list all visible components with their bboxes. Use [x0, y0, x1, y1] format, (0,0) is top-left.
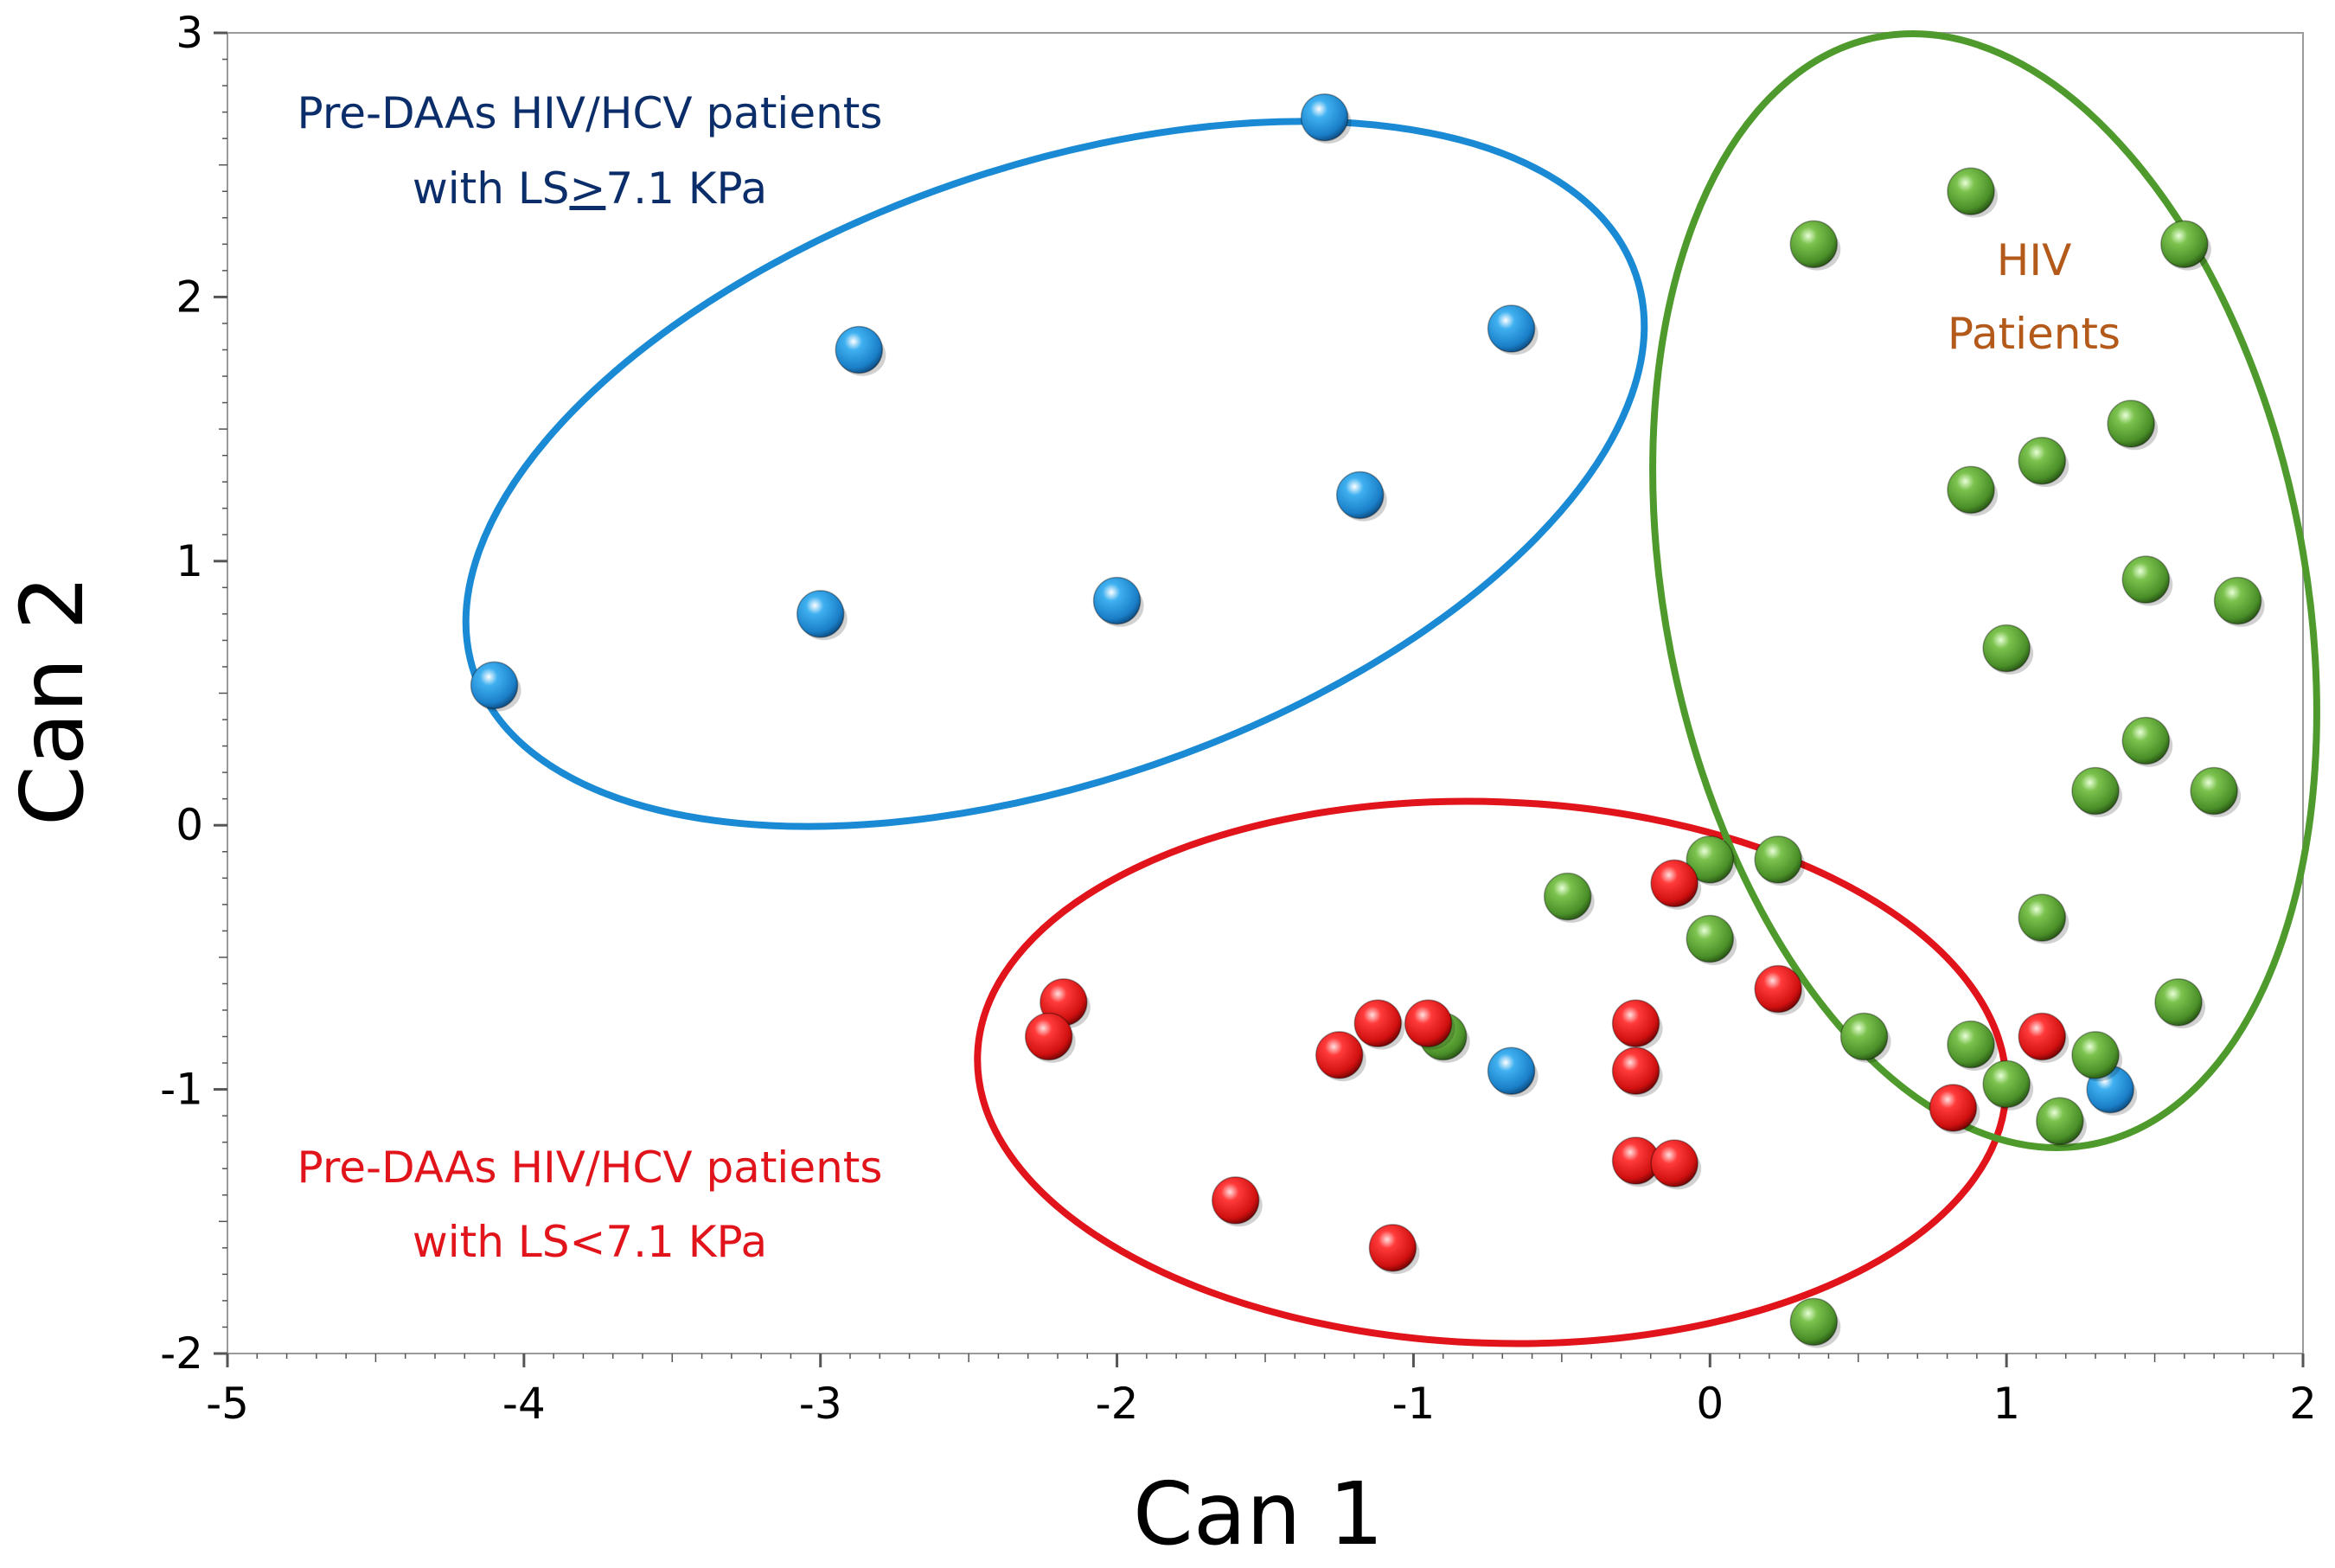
- annotation-red-line1: Pre-DAAs HIV/HCV patients: [297, 1142, 883, 1193]
- x-tick-label: 2: [2289, 1379, 2317, 1429]
- annotation-blue-line2: with LS>7.1 KPa: [413, 163, 767, 214]
- data-point: [1335, 470, 1385, 520]
- data-point: [1947, 167, 1995, 215]
- data-point: [1650, 1139, 1698, 1187]
- data-point: [1487, 304, 1536, 353]
- data-point: [2121, 716, 2171, 765]
- data-point: [1611, 999, 1660, 1047]
- data-point: [1024, 1012, 1073, 1061]
- data-point: [2121, 555, 2171, 604]
- series-group: [1024, 859, 2070, 1275]
- annotation-green-group: HIV Patients: [1948, 235, 2121, 359]
- data-point: [2160, 220, 2209, 269]
- data-point: [2071, 1031, 2120, 1079]
- data-point: [1686, 914, 1735, 963]
- y-tick-label: 2: [176, 272, 203, 322]
- y-axis: -2 -1 0 1 2 3: [160, 8, 227, 1379]
- data-point: [2213, 576, 2262, 625]
- data-point: [2190, 766, 2238, 816]
- data-point: [1315, 1031, 1364, 1079]
- annotation-red-group: Pre-DAAs HIV/HCV patients with LS<7.1 KP…: [297, 1142, 883, 1267]
- y-tick-label: 0: [176, 800, 203, 850]
- data-point: [1754, 964, 1802, 1014]
- series-group: [1418, 167, 2265, 1348]
- y-tick-label: -2: [160, 1328, 203, 1379]
- x-tick-label: -1: [1391, 1379, 1435, 1429]
- data-point: [1211, 1176, 1260, 1225]
- x-tick-label: 1: [1993, 1379, 2020, 1429]
- data-point: [1404, 999, 1453, 1047]
- y-tick-label: 1: [176, 536, 203, 586]
- data-point: [2018, 1012, 2067, 1061]
- annotation-blue-line1: Pre-DAAs HIV/HCV patients: [297, 88, 883, 138]
- data-points: [470, 93, 2265, 1348]
- data-point: [1686, 835, 1735, 884]
- blue-cluster-ellipse: [462, 118, 1648, 830]
- data-point: [1487, 1046, 1536, 1095]
- annotation-green-line2: Patients: [1948, 309, 2121, 359]
- data-point: [2071, 766, 2120, 816]
- annotation-blue-line2-symbol: >: [569, 163, 605, 214]
- y-tick-label: 3: [176, 8, 203, 58]
- annotation-blue-group: Pre-DAAs HIV/HCV patients with LS>7.1 KP…: [297, 88, 883, 214]
- data-point: [1789, 220, 1839, 269]
- data-point: [2154, 978, 2203, 1027]
- data-point: [1353, 999, 1403, 1047]
- data-point: [1839, 1012, 1889, 1061]
- annotation-green-line1: HIV: [1997, 235, 2072, 285]
- y-tick-label: -1: [160, 1065, 203, 1115]
- data-point: [1650, 859, 1698, 908]
- data-point: [470, 661, 519, 710]
- data-point: [1754, 835, 1802, 884]
- x-tick-label: -2: [1096, 1379, 1139, 1429]
- data-point: [1092, 576, 1142, 625]
- data-point: [1982, 624, 2031, 673]
- data-point: [1947, 1020, 1995, 1069]
- x-tick-label: -3: [799, 1379, 842, 1429]
- data-point: [1543, 872, 1592, 921]
- data-point: [2036, 1097, 2084, 1145]
- data-point: [835, 325, 884, 374]
- green-cluster-ellipse: [1649, 30, 2320, 1151]
- x-axis: -5 -4 -3 -2 -1 0 1 2: [206, 1354, 2317, 1429]
- data-point: [1368, 1224, 1417, 1272]
- y-axis-title: Can 2: [2, 575, 103, 826]
- data-point: [1982, 1059, 2031, 1109]
- data-point: [1300, 93, 1349, 142]
- data-point: [2018, 893, 2067, 942]
- data-point: [796, 590, 845, 638]
- data-point: [1929, 1084, 1978, 1132]
- x-tick-label: 0: [1696, 1379, 1724, 1429]
- x-axis-title: Can 1: [1133, 1463, 1384, 1565]
- annotation-red-line2: with LS<7.1 KPa: [413, 1217, 767, 1267]
- annotation-blue-line2-prefix: with LS: [413, 163, 570, 214]
- data-point: [1789, 1297, 1839, 1347]
- x-tick-label: -5: [206, 1379, 249, 1429]
- data-point: [2018, 436, 2067, 485]
- series-group: [470, 93, 2138, 1116]
- data-point: [2107, 400, 2155, 448]
- annotation-blue-line2-suffix: 7.1 KPa: [605, 163, 767, 214]
- x-tick-label: -4: [502, 1379, 546, 1429]
- data-point: [1611, 1046, 1660, 1095]
- data-point: [1947, 465, 1995, 515]
